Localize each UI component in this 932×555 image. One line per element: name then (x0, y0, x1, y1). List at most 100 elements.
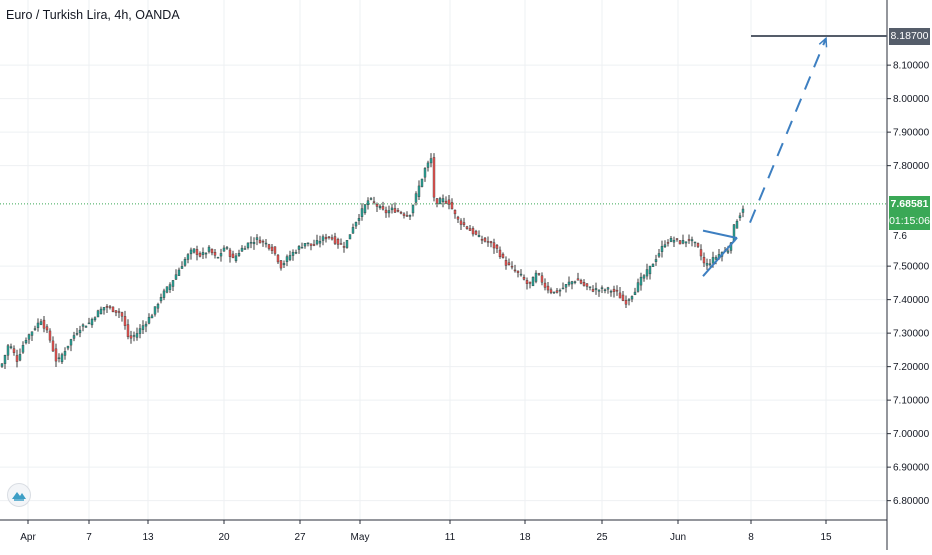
candle-body (6, 345, 10, 356)
candle-body (84, 325, 88, 328)
candle-body (306, 242, 310, 245)
candle-body (219, 253, 223, 257)
candle-body (399, 212, 403, 214)
candle-body (687, 239, 691, 241)
triangle-upper-line[interactable] (702, 229, 738, 239)
candle-body (618, 292, 622, 299)
candle-body (612, 288, 616, 292)
candle-body (252, 242, 256, 245)
candle-body (114, 310, 118, 313)
candle-body (369, 198, 373, 200)
triangle-lower-line[interactable] (702, 237, 738, 277)
candle-body (690, 239, 694, 242)
candle-body (477, 235, 481, 238)
candle-body (177, 269, 181, 276)
candle-body (123, 316, 127, 326)
candle-body (654, 259, 658, 262)
candle-body (543, 282, 547, 288)
candle-body (630, 296, 634, 300)
candle-body (222, 247, 226, 252)
candle-body (324, 237, 328, 240)
candle-body (615, 289, 619, 292)
candle-body (402, 213, 406, 216)
candle-body (246, 242, 250, 248)
candle-body (12, 348, 16, 353)
triangle-pattern[interactable] (702, 229, 738, 277)
candle-body (144, 323, 148, 327)
candle-body (372, 201, 376, 203)
candle-body (708, 263, 712, 266)
candle-body (3, 355, 7, 364)
candle-body (657, 253, 661, 257)
candle-body (408, 214, 412, 217)
candle-body (249, 241, 253, 244)
time-tick-label: 20 (218, 532, 230, 543)
candles (0, 153, 745, 369)
candle-body (489, 241, 493, 244)
candle-body (483, 237, 487, 242)
candle-body (54, 348, 58, 362)
time-axis[interactable]: Apr 7 13 20 27 May 11 18 25 Jun 8 15 (20, 520, 832, 543)
candle-body (579, 280, 583, 284)
candle-body (135, 333, 139, 338)
candle-body (693, 241, 697, 244)
candle-body (159, 297, 163, 302)
candle-body (339, 243, 343, 245)
projection-arrow[interactable] (749, 37, 827, 223)
price-tick-label: 7.50000 (893, 262, 930, 273)
hidden-price-tick-label: 7.6 (893, 231, 907, 242)
candle-body (600, 287, 604, 289)
candle-body (156, 303, 160, 309)
tradingview-logo-icon[interactable] (7, 483, 31, 507)
candle-body (351, 227, 355, 234)
candle-body (498, 249, 502, 258)
chart-title: Euro / Turkish Lira, 4h, OANDA (6, 8, 180, 22)
candle-body (78, 329, 82, 334)
candle-body (87, 322, 91, 325)
candle-body (93, 317, 97, 321)
candle-body (561, 287, 565, 290)
candle-body (411, 204, 415, 214)
time-tick-label: 18 (519, 532, 531, 543)
candle-body (390, 207, 394, 211)
candle-body (444, 200, 448, 204)
candle-body (75, 333, 79, 335)
price-axis[interactable]: 8.10000 8.00000 7.90000 7.80000 7.50000 7.400… (887, 61, 930, 508)
time-tick-label: 7 (86, 532, 92, 543)
candle-body (540, 275, 544, 283)
candle-body (522, 276, 526, 280)
candle-body (243, 248, 247, 250)
candle-body (198, 253, 202, 257)
candle-body (681, 240, 685, 244)
candle-body (387, 210, 391, 214)
candle-body (51, 340, 55, 352)
candle-body (627, 299, 631, 301)
candle-body (201, 252, 205, 255)
candle-body (558, 289, 562, 292)
candle-body (213, 251, 217, 256)
time-tick-label: Apr (20, 532, 36, 543)
candle-body (162, 290, 166, 298)
candle-body (231, 253, 235, 259)
candle-body (150, 315, 154, 319)
time-tick-label: Jun (670, 532, 686, 543)
candle-body (333, 236, 337, 244)
candle-body (624, 299, 628, 305)
candle-body (441, 198, 445, 202)
candle-body (183, 259, 187, 266)
candle-body (525, 280, 529, 284)
price-tick-label: 7.40000 (893, 295, 930, 306)
candle-body (357, 218, 361, 221)
candle-body (57, 357, 61, 360)
candle-body (132, 335, 136, 337)
price-tick-label: 8.00000 (893, 94, 930, 105)
time-tick-label: 25 (596, 532, 608, 543)
candle-body (303, 243, 307, 247)
candle-body (573, 281, 577, 283)
time-tick-label: May (351, 532, 370, 543)
candle-body (633, 291, 637, 296)
candle-body (288, 255, 292, 260)
candle-body (420, 178, 424, 187)
